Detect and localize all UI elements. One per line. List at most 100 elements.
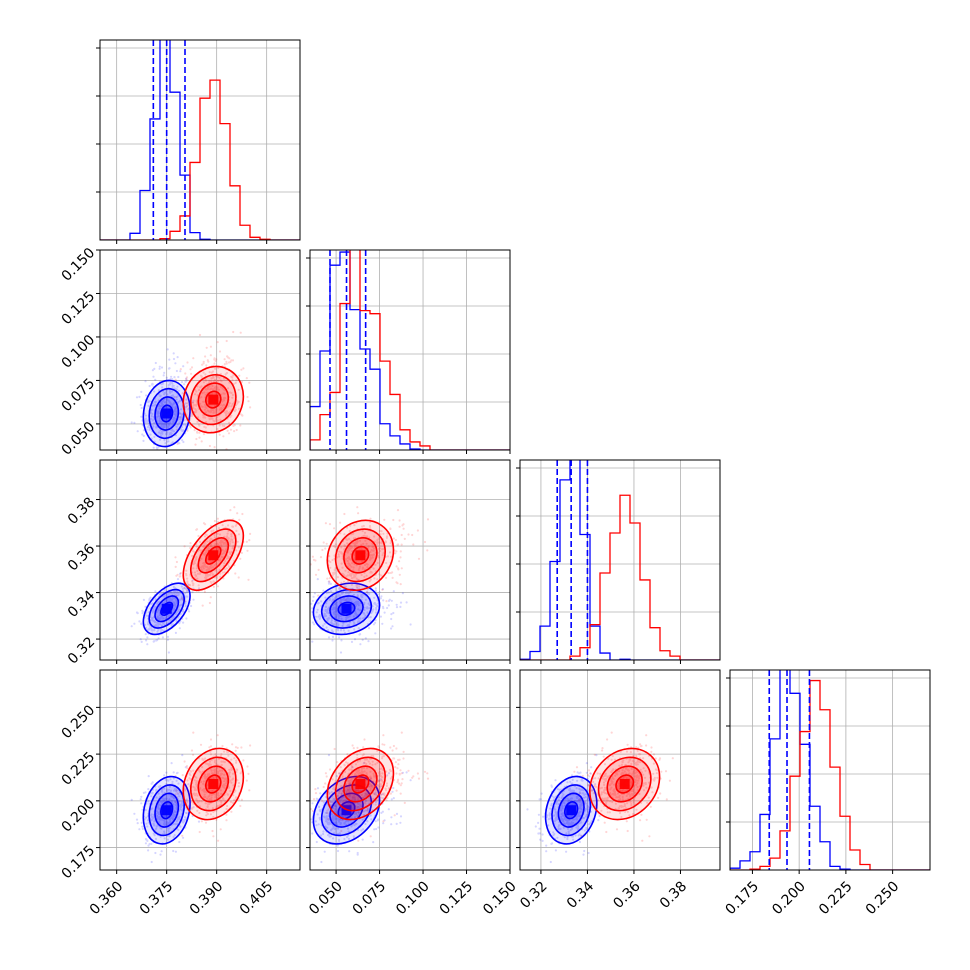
scatter-point [203, 793, 206, 796]
scatter-point [594, 783, 597, 786]
scatter-point [211, 376, 214, 379]
scatter-point [353, 628, 356, 631]
panel-body [310, 250, 510, 450]
scatter-point [214, 753, 217, 756]
scatter-point [562, 793, 565, 796]
scatter-point [350, 768, 353, 771]
scatter-point [387, 599, 391, 603]
scatter-point [395, 812, 399, 816]
scatter-point [553, 820, 557, 823]
scatter-point [200, 376, 203, 379]
scatter-point [335, 823, 338, 826]
scatter-point [570, 774, 574, 777]
scatter-point [216, 532, 219, 535]
scatter-point [206, 573, 209, 576]
scatter-point [343, 763, 346, 766]
scatter-point [169, 431, 172, 434]
scatter-point [354, 823, 357, 826]
scatter-point [325, 610, 328, 613]
scatter-point [149, 814, 152, 817]
scatter-point [346, 550, 349, 553]
scatter-point [193, 560, 196, 564]
scatter-point [399, 792, 402, 795]
scatter-point [177, 793, 180, 796]
scatter-point [207, 360, 210, 363]
scatter-point [186, 812, 189, 815]
scatter-point [548, 813, 551, 816]
scatter-point [192, 404, 195, 407]
scatter-point [176, 771, 179, 774]
scatter-point [221, 404, 224, 407]
scatter-point [160, 850, 163, 853]
scatter-point [173, 788, 176, 791]
scatter-point [548, 817, 551, 820]
scatter-point [336, 594, 340, 597]
scatter-point [355, 577, 358, 580]
scatter-point [187, 783, 190, 786]
scatter-point [221, 400, 224, 403]
scatter-point [230, 535, 233, 538]
scatter-point [351, 766, 354, 769]
scatter-point [326, 809, 329, 812]
scatter-point [220, 555, 223, 558]
scatter-point [172, 795, 175, 799]
scatter-point [360, 793, 363, 797]
scatter-point [156, 452, 158, 454]
scatter-point [175, 410, 179, 414]
scatter-point [220, 406, 223, 410]
scatter-point [382, 820, 385, 823]
scatter-point [363, 601, 366, 605]
scatter-point [206, 573, 209, 576]
scatter-point [218, 533, 222, 536]
scatter-point [224, 373, 227, 376]
scatter-point [345, 591, 348, 594]
scatter-point [349, 573, 352, 577]
scatter-point [347, 820, 350, 823]
scatter-point [382, 734, 385, 737]
scatter-point [339, 600, 342, 603]
scatter-point [147, 800, 150, 803]
scatter-point [199, 572, 202, 575]
scatter-point [202, 789, 205, 792]
scatter-point [306, 832, 308, 834]
scatter-point [180, 415, 183, 418]
scatter-point [206, 409, 209, 412]
scatter-point [356, 853, 359, 856]
scatter-point [195, 780, 198, 783]
scatter-point [333, 606, 336, 609]
scatter-point [426, 772, 429, 775]
scatter-point [347, 789, 350, 792]
scatter-point [328, 793, 331, 796]
scatter-point [161, 788, 164, 792]
scatter-point [220, 539, 223, 542]
scatter-point [142, 598, 145, 602]
scatter-point [213, 519, 216, 523]
scatter-point [202, 362, 205, 365]
scatter-point [159, 826, 162, 830]
scatter-point [150, 417, 153, 420]
scatter-point [234, 796, 238, 799]
scatter-point [166, 838, 169, 841]
scatter-point [130, 625, 133, 628]
scatter-point [166, 431, 169, 434]
scatter-point [356, 621, 360, 624]
scatter-point [347, 782, 350, 785]
scatter-point [191, 580, 194, 583]
scatter-point [175, 592, 179, 595]
scatter-point [172, 607, 175, 610]
scatter-point [228, 421, 231, 424]
scatter-point [233, 430, 236, 433]
scatter-point [323, 622, 326, 625]
scatter-point [168, 619, 171, 622]
scatter-point [204, 379, 207, 382]
scatter-point [347, 597, 350, 600]
scatter-point [373, 601, 376, 605]
scatter-point [247, 772, 250, 776]
scatter-point [235, 768, 238, 771]
scatter-point [218, 424, 221, 427]
scatter-point [175, 772, 178, 775]
scatter-point [220, 753, 223, 756]
scatter-point [200, 820, 203, 823]
scatter-point [311, 640, 314, 643]
scatter-point [184, 592, 187, 595]
